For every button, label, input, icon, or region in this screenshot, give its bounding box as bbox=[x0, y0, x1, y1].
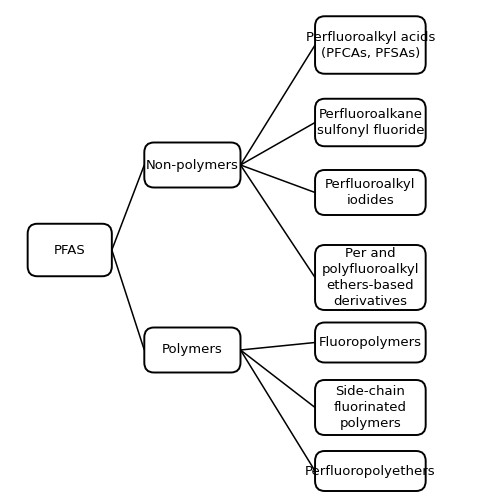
Text: Fluoropolymers: Fluoropolymers bbox=[318, 336, 421, 349]
FancyBboxPatch shape bbox=[314, 451, 425, 491]
Text: Perfluoroalkane
sulfonyl fluoride: Perfluoroalkane sulfonyl fluoride bbox=[316, 108, 423, 137]
Text: Per and
polyfluoroalkyl
ethers-based
derivatives: Per and polyfluoroalkyl ethers-based der… bbox=[321, 247, 418, 308]
Text: Perfluoroalkyl acids
(PFCAs, PFSAs): Perfluoroalkyl acids (PFCAs, PFSAs) bbox=[305, 30, 434, 60]
FancyBboxPatch shape bbox=[27, 224, 111, 276]
FancyBboxPatch shape bbox=[144, 328, 240, 372]
Text: PFAS: PFAS bbox=[54, 244, 85, 256]
FancyBboxPatch shape bbox=[314, 170, 425, 215]
FancyBboxPatch shape bbox=[314, 245, 425, 310]
Text: Polymers: Polymers bbox=[162, 344, 222, 356]
Text: Non-polymers: Non-polymers bbox=[145, 158, 239, 172]
FancyBboxPatch shape bbox=[314, 99, 425, 146]
Text: Perfluoroalkyl
iodides: Perfluoroalkyl iodides bbox=[324, 178, 415, 207]
FancyBboxPatch shape bbox=[144, 142, 240, 188]
Text: Perfluoropolyethers: Perfluoropolyethers bbox=[304, 464, 435, 477]
FancyBboxPatch shape bbox=[314, 16, 425, 74]
FancyBboxPatch shape bbox=[314, 380, 425, 435]
FancyBboxPatch shape bbox=[314, 322, 425, 362]
Text: Side-chain
fluorinated
polymers: Side-chain fluorinated polymers bbox=[333, 385, 406, 430]
